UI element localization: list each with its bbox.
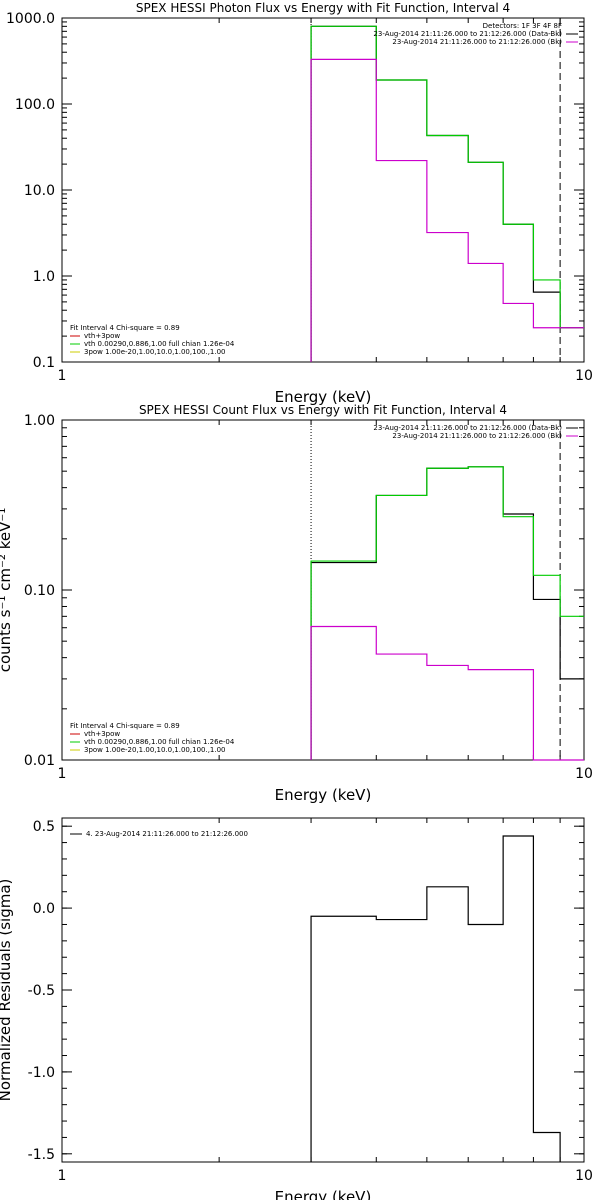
data-series-1 — [310, 25, 584, 362]
chart-title: SPEX HESSI Photon Flux vs Energy with Fi… — [136, 1, 510, 15]
data-series-1 — [310, 835, 561, 1162]
y-tick-label: 0.1 — [33, 355, 55, 371]
data-series-1 — [310, 466, 584, 760]
plot-frame — [61, 817, 585, 1163]
chart-panel-1 — [61, 17, 585, 363]
y-tick-label: 1000.0 — [6, 11, 55, 27]
y-axis-label: counts s⁻¹ cm⁻² keV⁻¹ — [0, 508, 14, 673]
x-tick-label: 1 — [58, 368, 67, 384]
legend-label: 3pow 1.00e-20,1.00,10.0,1.00,100.,1.00 — [84, 746, 226, 754]
chart-panel-2 — [61, 419, 585, 761]
legend-label: vth 0.00290,0.886,1.00 full chian 1.26e-… — [84, 340, 235, 348]
legend-label: Fit Interval 4 Chi-square = 0.89 — [70, 324, 180, 332]
x-tick-label: 10 — [575, 368, 593, 384]
legend-label: 23-Aug-2014 21:11:26.000 to 21:12:26.000… — [392, 38, 562, 46]
legend-label: vth 0.00290,0.886,1.00 full chian 1.26e-… — [84, 738, 235, 746]
legend-label: Fit Interval 4 Chi-square = 0.89 — [70, 722, 180, 730]
legend-label: Detectors: 1F 3F 4F 8F — [483, 22, 562, 30]
x-tick-label: 1 — [58, 766, 67, 782]
legend-label: vth+3pow — [84, 332, 120, 340]
x-tick-label: 10 — [575, 766, 593, 782]
legend-label: vth+3pow — [84, 730, 120, 738]
legend-label: 23-Aug-2014 21:11:26.000 to 21:12:26.000… — [373, 30, 562, 38]
y-tick-label: 0.10 — [24, 583, 55, 599]
data-series-3 — [310, 58, 584, 362]
y-tick-label: -1.0 — [28, 1065, 55, 1081]
chart-title: SPEX HESSI Count Flux vs Energy with Fit… — [139, 403, 507, 417]
y-tick-label: 1.00 — [24, 413, 55, 429]
y-tick-label: 100.0 — [15, 97, 55, 113]
y-tick-label: 1.0 — [33, 269, 55, 285]
y-tick-label: 10.0 — [24, 183, 55, 199]
y-tick-label: -0.5 — [28, 983, 55, 999]
data-series-2 — [310, 25, 584, 362]
x-axis-label: Energy (keV) — [275, 1188, 372, 1200]
y-tick-label: 0.01 — [24, 753, 55, 769]
x-axis-label: Energy (keV) — [275, 786, 372, 804]
y-tick-label: -1.5 — [28, 1147, 55, 1163]
data-series-3 — [310, 625, 584, 761]
legend-label: 4. 23-Aug-2014 21:11:26.000 to 21:12:26.… — [86, 830, 248, 838]
x-axis-label: Energy (keV) — [275, 388, 372, 406]
y-tick-label: 0.0 — [33, 901, 55, 917]
data-series-2 — [310, 466, 584, 760]
legend-label: 23-Aug-2014 21:11:26.000 to 21:12:26.000… — [373, 424, 562, 432]
legend-label: 23-Aug-2014 21:11:26.000 to 21:12:26.000… — [392, 432, 562, 440]
y-tick-label: 0.5 — [33, 819, 55, 835]
legend-label: 3pow 1.00e-20,1.00,10.0,1.00,100.,1.00 — [84, 348, 226, 356]
x-tick-label: 10 — [575, 1168, 593, 1184]
plot-frame — [61, 17, 585, 363]
chart-panel-3 — [61, 817, 585, 1163]
x-tick-label: 1 — [58, 1168, 67, 1184]
y-axis-label: Normalized Residuals (sigma) — [0, 879, 14, 1102]
plot-frame — [61, 419, 585, 761]
